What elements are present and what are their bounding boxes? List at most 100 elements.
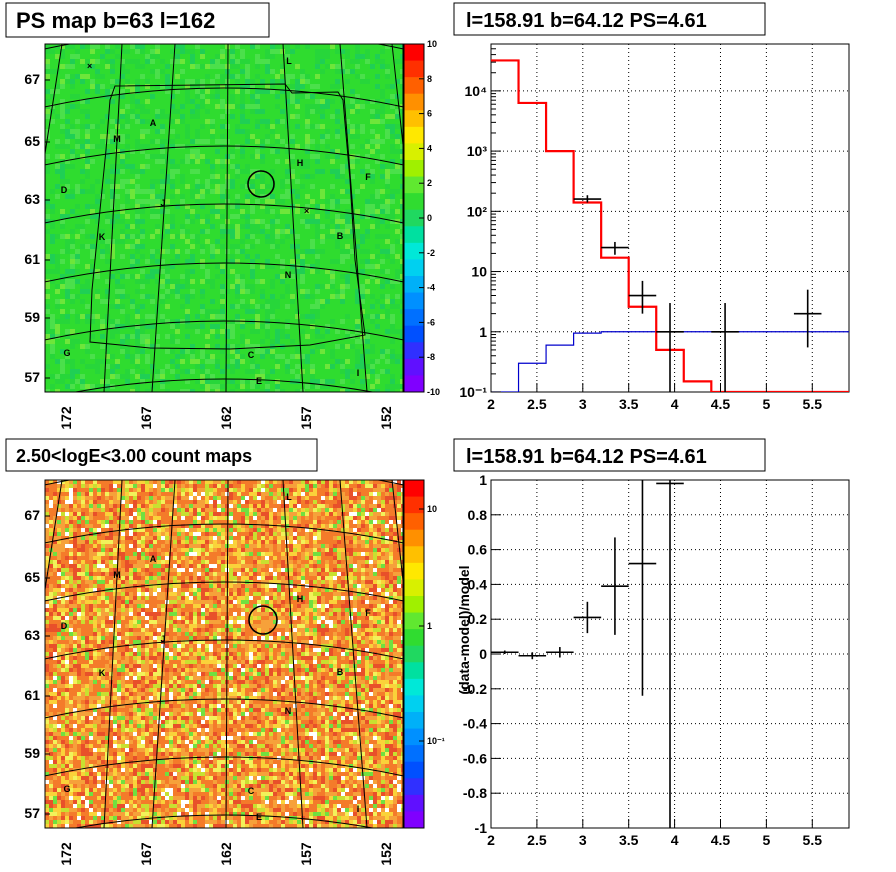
map-pixel	[355, 289, 360, 294]
map-pixel	[361, 496, 365, 500]
map-pixel	[45, 199, 50, 204]
map-pixel	[161, 560, 165, 564]
map-pixel	[100, 379, 105, 384]
map-pixel	[190, 54, 195, 59]
map-pixel	[265, 516, 269, 520]
map-pixel	[349, 584, 353, 588]
map-pixel	[165, 484, 169, 488]
map-pixel	[315, 169, 320, 174]
map-pixel	[349, 500, 353, 504]
map-pixel	[329, 524, 333, 528]
map-pixel	[229, 572, 233, 576]
map-pixel	[133, 556, 137, 560]
map-pixel	[109, 560, 113, 564]
map-pixel	[325, 516, 329, 520]
map-pixel	[273, 564, 277, 568]
map-pixel	[77, 512, 81, 516]
map-pixel	[229, 528, 233, 532]
map-pixel	[390, 299, 395, 304]
map-pixel	[205, 214, 210, 219]
map-pixel	[295, 314, 300, 319]
map-pixel	[320, 334, 325, 339]
map-pixel	[361, 580, 365, 584]
map-pixel	[90, 64, 95, 69]
map-pixel	[61, 532, 65, 536]
map-pixel	[355, 354, 360, 359]
map-pixel	[45, 496, 49, 500]
map-pixel	[253, 500, 257, 504]
map-pixel	[233, 568, 237, 572]
map-pixel	[70, 134, 75, 139]
map-pixel	[220, 284, 225, 289]
map-pixel	[45, 560, 49, 564]
map-pixel	[390, 164, 395, 169]
map-pixel	[180, 174, 185, 179]
map-pixel	[301, 592, 305, 596]
map-pixel	[217, 488, 221, 492]
map-pixel	[365, 264, 370, 269]
map-pixel	[257, 568, 261, 572]
map-pixel	[365, 548, 369, 552]
map-pixel	[135, 314, 140, 319]
map-pixel	[53, 560, 57, 564]
map-pixel	[140, 334, 145, 339]
map-pixel	[255, 99, 260, 104]
map-pixel	[353, 576, 357, 580]
map-pixel	[170, 144, 175, 149]
map-pixel	[169, 584, 173, 588]
map-pixel	[160, 169, 165, 174]
map-pixel	[150, 184, 155, 189]
map-pixel	[109, 528, 113, 532]
map-pixel	[121, 512, 125, 516]
map-pixel	[125, 334, 130, 339]
map-pixel	[289, 544, 293, 548]
map-pixel	[365, 552, 369, 556]
map-pixel	[353, 536, 357, 540]
map-pixel	[333, 516, 337, 520]
map-pixel	[61, 560, 65, 564]
map-pixel	[381, 540, 385, 544]
map-pixel	[240, 354, 245, 359]
map-pixel	[369, 508, 373, 512]
map-pixel	[177, 588, 181, 592]
map-pixel	[89, 588, 93, 592]
map-pixel	[110, 89, 115, 94]
map-pixel	[235, 304, 240, 309]
map-pixel	[265, 69, 270, 74]
map-pixel	[217, 544, 221, 548]
map-pixel	[340, 64, 345, 69]
map-pixel	[340, 299, 345, 304]
map-pixel	[340, 259, 345, 264]
map-pixel	[240, 104, 245, 109]
map-pixel	[125, 314, 130, 319]
map-pixel	[249, 588, 253, 592]
map-pixel	[109, 592, 113, 596]
map-pixel	[315, 269, 320, 274]
map-pixel	[215, 324, 220, 329]
map-pixel	[215, 189, 220, 194]
map-pixel	[73, 512, 77, 516]
map-pixel	[89, 576, 93, 580]
map-pixel	[181, 488, 185, 492]
map-pixel	[133, 480, 137, 484]
map-pixel	[255, 384, 260, 389]
map-pixel	[70, 264, 75, 269]
map-pixel	[53, 500, 57, 504]
map-pixel	[393, 528, 397, 532]
map-pixel	[325, 144, 330, 149]
map-pixel	[313, 580, 317, 584]
map-pixel	[121, 564, 125, 568]
map-pixel	[313, 560, 317, 564]
map-pixel	[157, 584, 161, 588]
map-pixel	[345, 552, 349, 556]
map-pixel	[210, 79, 215, 84]
map-pixel	[220, 189, 225, 194]
map-pixel	[235, 164, 240, 169]
map-pixel	[190, 169, 195, 174]
map-pixel	[317, 500, 321, 504]
map-pixel	[49, 556, 53, 560]
map-pixel	[240, 224, 245, 229]
map-pixel	[53, 592, 57, 596]
map-pixel	[60, 64, 65, 69]
map-pixel	[210, 119, 215, 124]
